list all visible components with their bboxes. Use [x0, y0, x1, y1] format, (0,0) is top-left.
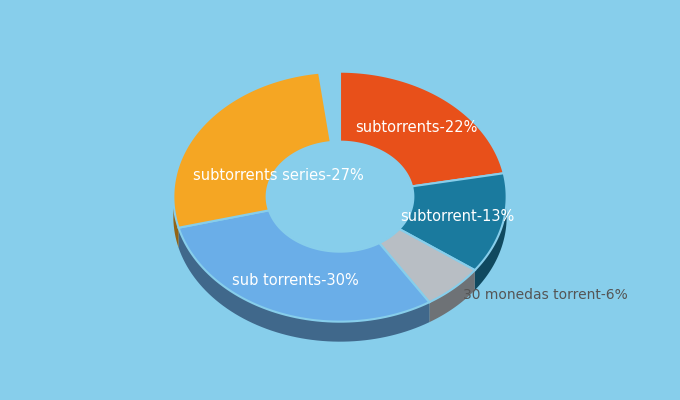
PathPatch shape: [173, 73, 330, 228]
PathPatch shape: [179, 210, 429, 322]
Text: sub torrents-30%: sub torrents-30%: [233, 273, 359, 288]
Text: subtorrent-13%: subtorrent-13%: [400, 209, 514, 224]
PathPatch shape: [267, 198, 269, 230]
PathPatch shape: [269, 210, 379, 272]
PathPatch shape: [399, 173, 507, 270]
PathPatch shape: [340, 72, 504, 186]
Text: 30 monedas torrent-6%: 30 monedas torrent-6%: [463, 288, 628, 302]
Text: subtorrents-22%: subtorrents-22%: [356, 120, 477, 135]
PathPatch shape: [179, 228, 429, 342]
PathPatch shape: [475, 197, 507, 290]
PathPatch shape: [379, 229, 475, 302]
PathPatch shape: [399, 197, 413, 249]
PathPatch shape: [429, 270, 475, 322]
PathPatch shape: [173, 199, 179, 248]
PathPatch shape: [379, 229, 399, 263]
Text: subtorrents series-27%: subtorrents series-27%: [193, 168, 364, 182]
